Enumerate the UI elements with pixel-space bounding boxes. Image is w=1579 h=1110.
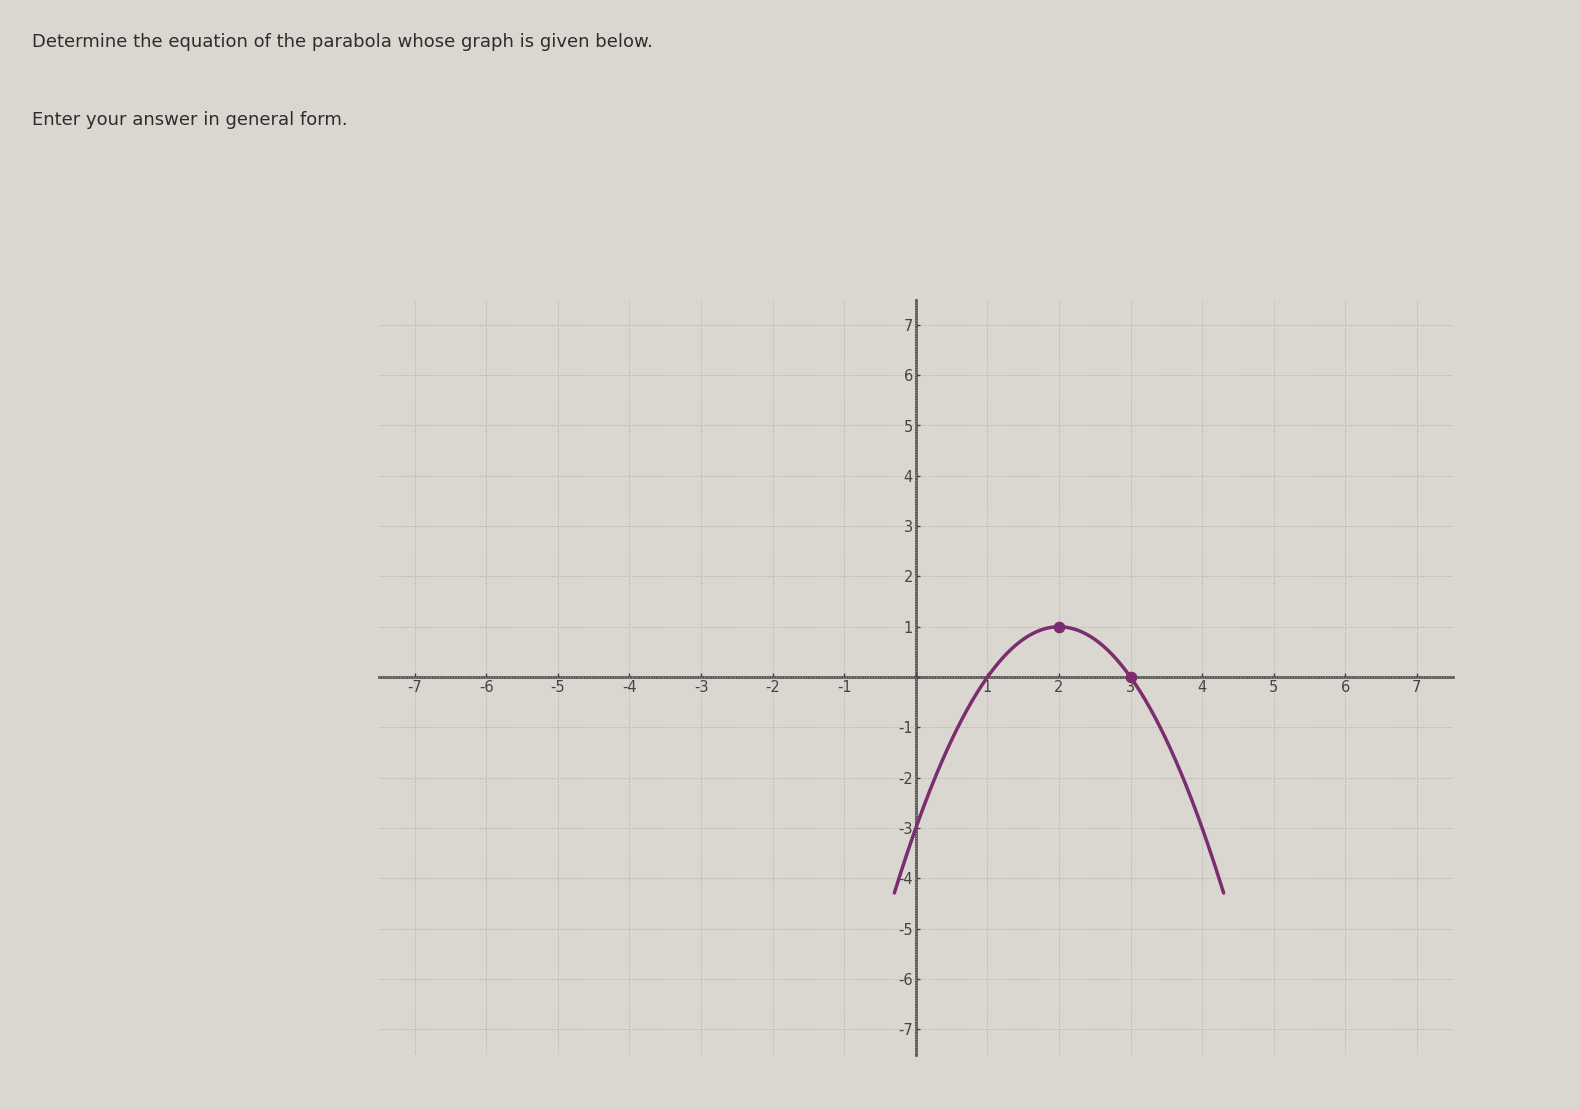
Point bbox=[1118, 668, 1143, 686]
Text: Determine the equation of the parabola whose graph is given below.: Determine the equation of the parabola w… bbox=[32, 33, 652, 51]
Text: Enter your answer in general form.: Enter your answer in general form. bbox=[32, 111, 347, 129]
Point bbox=[1047, 618, 1072, 636]
